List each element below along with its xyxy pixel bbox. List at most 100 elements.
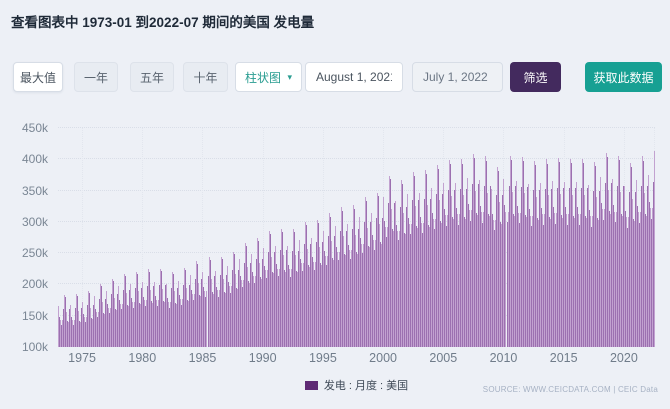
- bar: [233, 254, 235, 347]
- y-tick-label: 100k: [21, 340, 48, 354]
- bar: [386, 237, 387, 347]
- bar: [322, 231, 324, 347]
- bar: [467, 177, 469, 347]
- bar: [244, 243, 246, 347]
- range-button-1y[interactable]: 一年: [74, 62, 118, 92]
- bar: [461, 159, 463, 347]
- bar: [100, 284, 101, 347]
- bar: [476, 212, 478, 347]
- bar: [468, 203, 470, 347]
- bar: [170, 301, 172, 347]
- bar: [486, 160, 488, 347]
- start-date-input[interactable]: [305, 62, 403, 92]
- bar: [429, 227, 431, 347]
- bar: [323, 251, 325, 347]
- bar: [262, 247, 264, 347]
- range-button-5y[interactable]: 五年: [130, 62, 174, 92]
- bar: [395, 201, 396, 347]
- bar: [113, 281, 114, 347]
- bar: [74, 319, 75, 347]
- bar: [447, 215, 449, 347]
- bar: [62, 320, 63, 347]
- bar: [122, 303, 123, 347]
- bar: [158, 299, 160, 347]
- bar: [269, 233, 271, 347]
- legend-label: 发电 : 月度 : 美国: [323, 380, 409, 392]
- bar: [560, 215, 562, 347]
- bar: [450, 164, 452, 347]
- bar: [260, 278, 262, 347]
- chart-type-select[interactable]: 柱状图 ▾: [235, 62, 302, 92]
- bar: [364, 222, 365, 347]
- filter-button[interactable]: 筛选: [510, 62, 561, 92]
- bar: [653, 151, 655, 347]
- bar: [416, 226, 417, 347]
- bar: [107, 304, 108, 347]
- bar: [194, 293, 196, 347]
- bar: [493, 220, 495, 347]
- range-button-max[interactable]: 最大值: [13, 62, 63, 92]
- bar: [308, 266, 310, 347]
- get-data-button[interactable]: 获取此数据: [585, 62, 662, 92]
- bar: [570, 162, 572, 347]
- bar: [553, 213, 555, 347]
- bar: [387, 227, 388, 347]
- bar: [79, 320, 80, 347]
- bar: [523, 193, 525, 347]
- bar: [232, 251, 234, 347]
- bar: [566, 224, 568, 347]
- bar: [281, 231, 283, 347]
- bar: [249, 263, 251, 347]
- bar: [315, 242, 317, 347]
- bar: [361, 243, 362, 347]
- bar: [296, 272, 298, 347]
- bar: [223, 291, 225, 347]
- bar: [555, 213, 557, 347]
- bar: [201, 278, 203, 347]
- bar: [91, 318, 92, 347]
- bar: [341, 210, 343, 347]
- bar: [297, 250, 299, 347]
- bar: [119, 300, 120, 347]
- bar: [423, 223, 425, 347]
- bar: [622, 185, 624, 347]
- bar: [256, 238, 258, 347]
- bar: [132, 301, 134, 347]
- bar: [606, 156, 608, 347]
- bar: [384, 221, 385, 347]
- bar: [200, 296, 202, 347]
- bar: [418, 200, 419, 347]
- bar: [349, 258, 351, 347]
- bar: [491, 189, 493, 347]
- bar: [138, 291, 140, 347]
- bar: [333, 236, 335, 347]
- bar: [511, 192, 513, 347]
- range-button-10y[interactable]: 十年: [183, 62, 228, 92]
- bar: [332, 259, 334, 347]
- bar: [629, 162, 631, 347]
- bar: [136, 271, 138, 347]
- bar: [616, 185, 618, 347]
- bar: [293, 232, 295, 347]
- bar: [110, 307, 111, 347]
- bar: [174, 291, 176, 347]
- bar: [305, 225, 307, 347]
- bar: [479, 179, 481, 347]
- bar: [634, 192, 636, 347]
- bar: [149, 271, 151, 347]
- bar: [117, 294, 118, 347]
- bar: [111, 294, 112, 347]
- bar: [552, 206, 554, 347]
- bar: [324, 256, 326, 347]
- bar: [266, 270, 268, 347]
- bar: [527, 183, 529, 347]
- end-date-input[interactable]: [412, 62, 503, 92]
- bar: [645, 216, 647, 347]
- bar: [530, 226, 532, 347]
- bar: [334, 226, 336, 347]
- bar: [652, 181, 654, 347]
- bar: [595, 197, 597, 347]
- bar: [193, 300, 195, 347]
- bar: [636, 205, 638, 347]
- bar: [453, 219, 455, 347]
